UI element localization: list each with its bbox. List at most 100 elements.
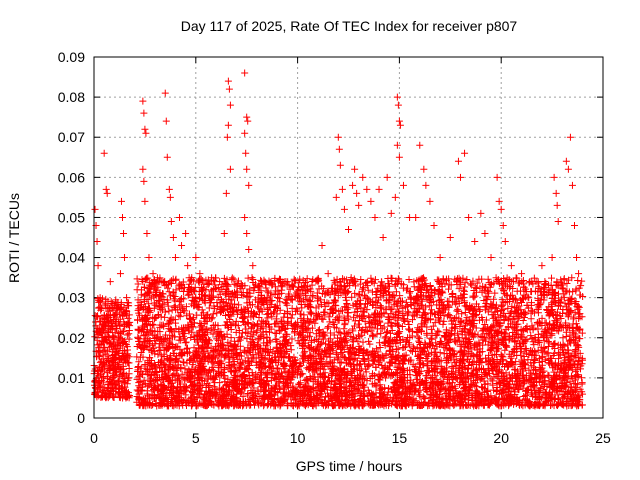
data-point [201,292,209,300]
data-point [116,310,124,318]
data-point [104,372,112,380]
data-point [99,361,107,369]
data-point [176,296,184,304]
data-point [110,374,118,382]
data-point [116,304,124,312]
tick-labels: 0 5 10 15 20 2500.010.020.030.040.050.060.070… [58,49,611,446]
data-point [550,289,558,297]
data-point [91,390,99,398]
data-point [342,296,350,304]
data-point [125,326,133,334]
y-tick-label: 0.09 [58,49,85,65]
data-point [298,304,306,312]
data-point [319,365,327,373]
data-point [117,300,125,308]
data-point [119,347,127,355]
data-point [105,380,113,388]
data-point [100,338,108,346]
data-point [268,313,276,321]
data-point [120,327,128,335]
data-point [559,334,567,342]
data-point [272,315,280,323]
data-point [117,328,125,336]
data-point [238,291,246,299]
y-tick-label: 0.08 [58,89,85,105]
data-point [271,370,279,378]
data-point [259,318,267,326]
y-tick-label: 0.02 [58,330,85,346]
data-point [213,309,221,317]
data-point [113,368,121,376]
data-point [114,340,122,348]
data-point [378,278,386,286]
data-point [176,313,184,321]
data-point [124,389,132,397]
data-point [109,387,117,395]
data-point [456,342,464,350]
x-tick-label: 25 [595,430,611,446]
data-point [108,378,116,386]
y-tick-label: 0.01 [58,370,85,386]
data-point [414,324,422,332]
data-point [463,276,471,284]
data-point [114,363,122,371]
data-point [104,318,112,326]
data-point [319,315,327,323]
data-point [232,328,240,336]
y-tick-label: 0.07 [58,129,85,145]
data-point [330,331,338,339]
data-point [168,379,176,387]
data-point [100,378,108,386]
data-point [364,328,372,336]
data-point [528,335,536,343]
data-point [266,328,274,336]
data-point [364,286,372,294]
data-point [120,369,128,377]
data-point [107,361,115,369]
data-point [326,329,334,337]
data-point [436,349,444,357]
data-point [175,325,183,333]
data-point [93,336,101,344]
data-point [121,379,129,387]
data-point [123,393,131,401]
x-axis-label: GPS time / hours [296,458,403,474]
x-tick-label: 0 [90,430,98,446]
data-point [97,298,105,306]
data-point [109,357,117,365]
y-tick-label: 0.03 [58,290,85,306]
data-point [109,306,117,314]
data-point [227,334,235,342]
data-point [334,355,342,363]
data-point [382,374,390,382]
data-point [155,347,163,355]
data-point [95,364,103,372]
data-point [288,304,296,312]
data-point [187,334,195,342]
data-point [100,312,108,320]
data-point [348,293,356,301]
data-point [192,293,200,301]
x-tick-label: 15 [392,430,408,446]
y-tick-label: 0.04 [58,250,85,266]
data-point [117,355,125,363]
data-point [369,332,377,340]
data-point [428,309,436,317]
data-point [122,350,130,358]
data-point [367,274,375,282]
data-point [356,360,364,368]
data-point [95,392,103,400]
data-point [104,318,112,326]
data-point [329,319,337,327]
data-point [480,326,488,334]
data-point [510,278,518,286]
data-point [226,355,234,363]
data-point [359,338,367,346]
data-point [125,330,133,338]
data-point [104,297,112,305]
data-point [498,352,506,360]
data-point [123,331,131,339]
data-point [115,389,123,397]
data-point [97,306,105,314]
